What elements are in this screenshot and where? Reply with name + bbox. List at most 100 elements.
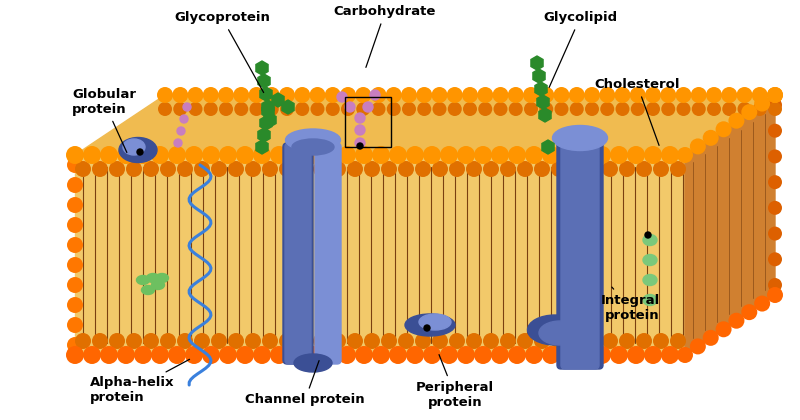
Circle shape [494, 102, 507, 116]
Circle shape [337, 92, 347, 102]
Circle shape [386, 102, 401, 116]
Circle shape [174, 102, 187, 116]
Text: Alpha-helix
protein: Alpha-helix protein [90, 360, 190, 404]
Circle shape [249, 87, 265, 103]
Circle shape [270, 146, 288, 164]
Circle shape [636, 333, 652, 349]
Circle shape [66, 346, 84, 364]
Circle shape [457, 346, 475, 364]
Circle shape [189, 102, 202, 116]
Circle shape [287, 346, 305, 364]
Circle shape [653, 333, 669, 349]
Circle shape [449, 333, 465, 349]
Circle shape [508, 146, 526, 164]
Circle shape [219, 146, 237, 164]
Circle shape [768, 124, 782, 138]
Circle shape [662, 102, 675, 116]
Circle shape [433, 102, 446, 116]
Circle shape [250, 102, 263, 116]
Circle shape [554, 102, 569, 116]
Ellipse shape [155, 273, 169, 283]
Circle shape [448, 102, 462, 116]
Circle shape [338, 146, 356, 164]
Circle shape [754, 296, 770, 312]
Text: Cholesterol: Cholesterol [594, 79, 680, 145]
Circle shape [347, 161, 363, 177]
Circle shape [325, 87, 341, 103]
Circle shape [690, 87, 706, 103]
Circle shape [157, 87, 173, 103]
Circle shape [345, 102, 355, 112]
Circle shape [715, 321, 731, 337]
Circle shape [715, 121, 731, 137]
Circle shape [418, 102, 431, 116]
Ellipse shape [405, 314, 455, 336]
Circle shape [474, 346, 492, 364]
Circle shape [75, 333, 91, 349]
Circle shape [109, 161, 125, 177]
Circle shape [310, 87, 326, 103]
Circle shape [423, 346, 441, 364]
Circle shape [177, 161, 193, 177]
Circle shape [619, 161, 635, 177]
Circle shape [160, 333, 176, 349]
Circle shape [722, 87, 738, 103]
Circle shape [372, 346, 390, 364]
Circle shape [294, 87, 310, 103]
Circle shape [92, 161, 108, 177]
Circle shape [406, 346, 424, 364]
Circle shape [83, 146, 101, 164]
Circle shape [100, 146, 118, 164]
Circle shape [279, 161, 295, 177]
Ellipse shape [419, 314, 451, 330]
Circle shape [538, 87, 554, 103]
Circle shape [364, 161, 380, 177]
Text: Peripheral
protein: Peripheral protein [416, 354, 494, 409]
Circle shape [402, 102, 416, 116]
Circle shape [534, 161, 550, 177]
Circle shape [234, 102, 248, 116]
Circle shape [768, 252, 782, 266]
Circle shape [559, 146, 577, 164]
Circle shape [67, 297, 83, 313]
Circle shape [593, 146, 611, 164]
Ellipse shape [123, 139, 145, 155]
Circle shape [356, 102, 370, 116]
Circle shape [313, 161, 329, 177]
Circle shape [83, 346, 101, 364]
Circle shape [702, 330, 718, 346]
Circle shape [675, 87, 691, 103]
Circle shape [568, 161, 584, 177]
Circle shape [585, 161, 601, 177]
Circle shape [347, 333, 363, 349]
Circle shape [525, 346, 543, 364]
Circle shape [341, 102, 355, 116]
Circle shape [185, 346, 203, 364]
Circle shape [158, 102, 172, 116]
Circle shape [500, 333, 516, 349]
Circle shape [168, 146, 186, 164]
Circle shape [67, 277, 83, 293]
Circle shape [304, 146, 322, 164]
Circle shape [177, 333, 193, 349]
Circle shape [768, 98, 782, 112]
Circle shape [151, 146, 169, 164]
Circle shape [236, 146, 254, 164]
Circle shape [160, 161, 176, 177]
Circle shape [313, 333, 329, 349]
Circle shape [75, 161, 91, 177]
Circle shape [525, 146, 543, 164]
Circle shape [491, 146, 509, 164]
Circle shape [143, 161, 159, 177]
Circle shape [134, 146, 152, 164]
Circle shape [554, 87, 570, 103]
Circle shape [236, 346, 254, 364]
Circle shape [483, 161, 499, 177]
Polygon shape [685, 95, 775, 355]
Circle shape [627, 346, 645, 364]
Circle shape [645, 87, 661, 103]
Circle shape [534, 333, 550, 349]
Circle shape [483, 333, 499, 349]
Circle shape [126, 161, 142, 177]
FancyBboxPatch shape [315, 143, 341, 364]
